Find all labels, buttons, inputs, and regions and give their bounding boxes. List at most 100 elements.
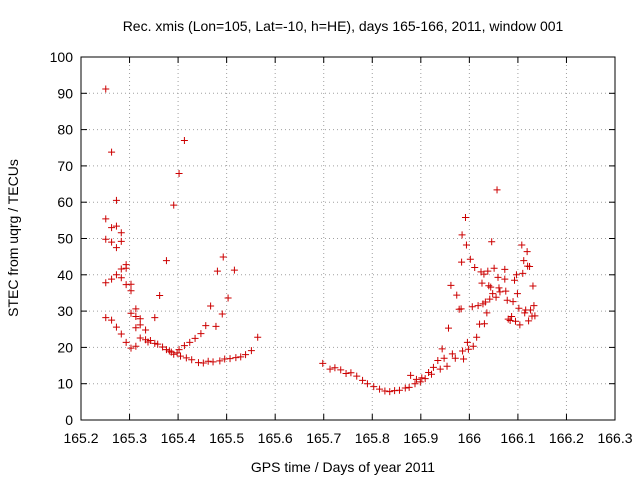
- data-point: [159, 343, 167, 351]
- data-point: [376, 385, 384, 393]
- data-point: [401, 384, 409, 392]
- data-point: [117, 229, 125, 237]
- data-point: [151, 314, 159, 322]
- data-point: [108, 238, 116, 246]
- data-point: [513, 290, 521, 298]
- data-point: [175, 346, 183, 354]
- data-point: [173, 349, 181, 357]
- data-point: [226, 355, 234, 363]
- data-point: [412, 375, 420, 383]
- data-point: [102, 314, 110, 322]
- data-point: [443, 362, 451, 370]
- data-point: [319, 359, 327, 367]
- data-point: [444, 324, 452, 332]
- y-tick-label: 10: [57, 376, 73, 392]
- x-tick-label: 166.1: [500, 430, 535, 446]
- data-point: [132, 342, 140, 350]
- data-point: [156, 291, 164, 299]
- data-point: [492, 293, 500, 301]
- data-point: [337, 366, 345, 374]
- data-point: [459, 347, 467, 355]
- data-point: [136, 321, 144, 329]
- data-point: [468, 303, 476, 311]
- data-point: [478, 279, 486, 287]
- data-point: [464, 345, 472, 353]
- data-point: [485, 282, 493, 290]
- data-point: [481, 298, 489, 306]
- data-point: [518, 241, 526, 249]
- data-point: [209, 358, 217, 366]
- y-tick-label: 50: [57, 231, 73, 247]
- data-point: [136, 334, 144, 342]
- data-point: [102, 279, 110, 287]
- data-point: [512, 271, 520, 279]
- data-point: [162, 257, 170, 265]
- data-point: [342, 370, 350, 378]
- x-tick-label: 165.8: [355, 430, 390, 446]
- data-point: [102, 215, 110, 223]
- data-point: [182, 354, 190, 362]
- data-point: [466, 255, 474, 263]
- data-point: [483, 309, 491, 317]
- data-point: [484, 267, 492, 275]
- data-point: [219, 253, 227, 261]
- data-point: [526, 262, 534, 270]
- data-point: [448, 350, 456, 358]
- data-point: [232, 354, 240, 362]
- y-tick-label: 90: [57, 85, 73, 101]
- data-point: [460, 355, 468, 363]
- data-point: [363, 380, 371, 388]
- x-tick-label: 165.4: [161, 430, 196, 446]
- data-point: [199, 359, 207, 367]
- data-point: [421, 375, 429, 383]
- data-point: [516, 321, 524, 329]
- data-point: [453, 291, 461, 299]
- data-point: [151, 339, 159, 347]
- x-tick-label: 165.7: [306, 430, 341, 446]
- data-point: [488, 238, 496, 246]
- data-point: [254, 333, 262, 341]
- x-tick-label: 165.2: [63, 430, 98, 446]
- data-point: [494, 273, 502, 281]
- data-point: [447, 281, 455, 289]
- data-point: [108, 275, 116, 283]
- data-point: [486, 295, 494, 303]
- data-point: [531, 312, 539, 320]
- x-tick-label: 165.6: [258, 430, 293, 446]
- data-point: [469, 342, 477, 350]
- x-tick-label: 166: [458, 430, 482, 446]
- x-tick-label: 166.3: [597, 430, 632, 446]
- data-point: [347, 369, 355, 377]
- y-tick-label: 0: [65, 412, 73, 428]
- data-point: [496, 288, 504, 296]
- data-point: [202, 322, 210, 330]
- data-point: [112, 271, 120, 279]
- data-point: [427, 370, 435, 378]
- data-point: [480, 270, 488, 278]
- data-point: [127, 309, 135, 317]
- data-point: [108, 316, 116, 324]
- data-point: [237, 353, 245, 361]
- y-tick-label: 100: [50, 49, 74, 65]
- data-point: [395, 386, 403, 394]
- data-point: [519, 269, 527, 277]
- data-point: [218, 310, 226, 318]
- data-point: [180, 342, 188, 350]
- data-point: [197, 330, 205, 338]
- axis-ticks: 0 10 20 30 40 50 60 70 80 90 100 165.2 165.3 165.4 165…: [50, 49, 633, 446]
- data-point: [112, 222, 120, 230]
- data-point: [515, 304, 523, 312]
- data-point: [170, 201, 178, 209]
- data-point: [489, 290, 497, 298]
- data-point: [117, 265, 125, 273]
- data-point: [102, 85, 110, 93]
- y-tick-label: 30: [57, 303, 73, 319]
- data-point: [451, 354, 459, 362]
- data-point: [359, 376, 367, 384]
- data-points: [102, 85, 539, 396]
- data-point: [438, 345, 446, 353]
- data-point: [425, 368, 433, 376]
- data-point: [216, 357, 224, 365]
- data-point: [429, 363, 437, 371]
